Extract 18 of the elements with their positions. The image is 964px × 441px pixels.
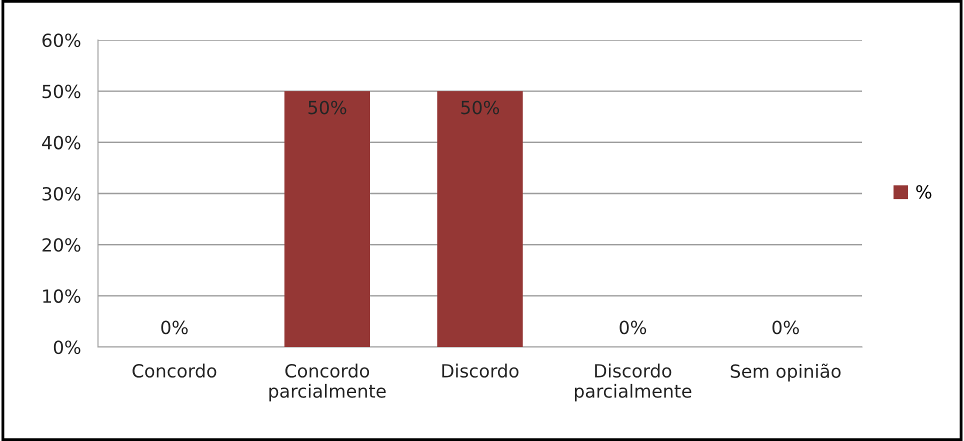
data-label: 50%	[461, 100, 500, 114]
x-tick-label: Sem opinião	[730, 364, 841, 382]
x-tick-label: Discordo parcialmente	[574, 364, 692, 402]
data-label: 0%	[772, 320, 799, 334]
x-tick-label: Discordo	[442, 364, 518, 378]
data-label: 50%	[308, 100, 346, 114]
legend-label: %	[916, 185, 932, 199]
y-tick-label: 40%	[42, 136, 80, 150]
y-tick-label: 30%	[42, 186, 80, 201]
x-tick-label: Concordo	[132, 364, 216, 378]
x-tick-label: Concordo parcialmente	[269, 364, 386, 402]
y-tick-label: 50%	[42, 84, 80, 98]
y-tick-label: 20%	[42, 238, 80, 252]
y-tick-label: 60%	[42, 33, 80, 48]
y-tick-label: 10%	[43, 289, 80, 303]
data-label: 0%	[161, 320, 188, 334]
y-tick-label: 0%	[54, 340, 80, 354]
data-label: 0%	[620, 320, 646, 334]
